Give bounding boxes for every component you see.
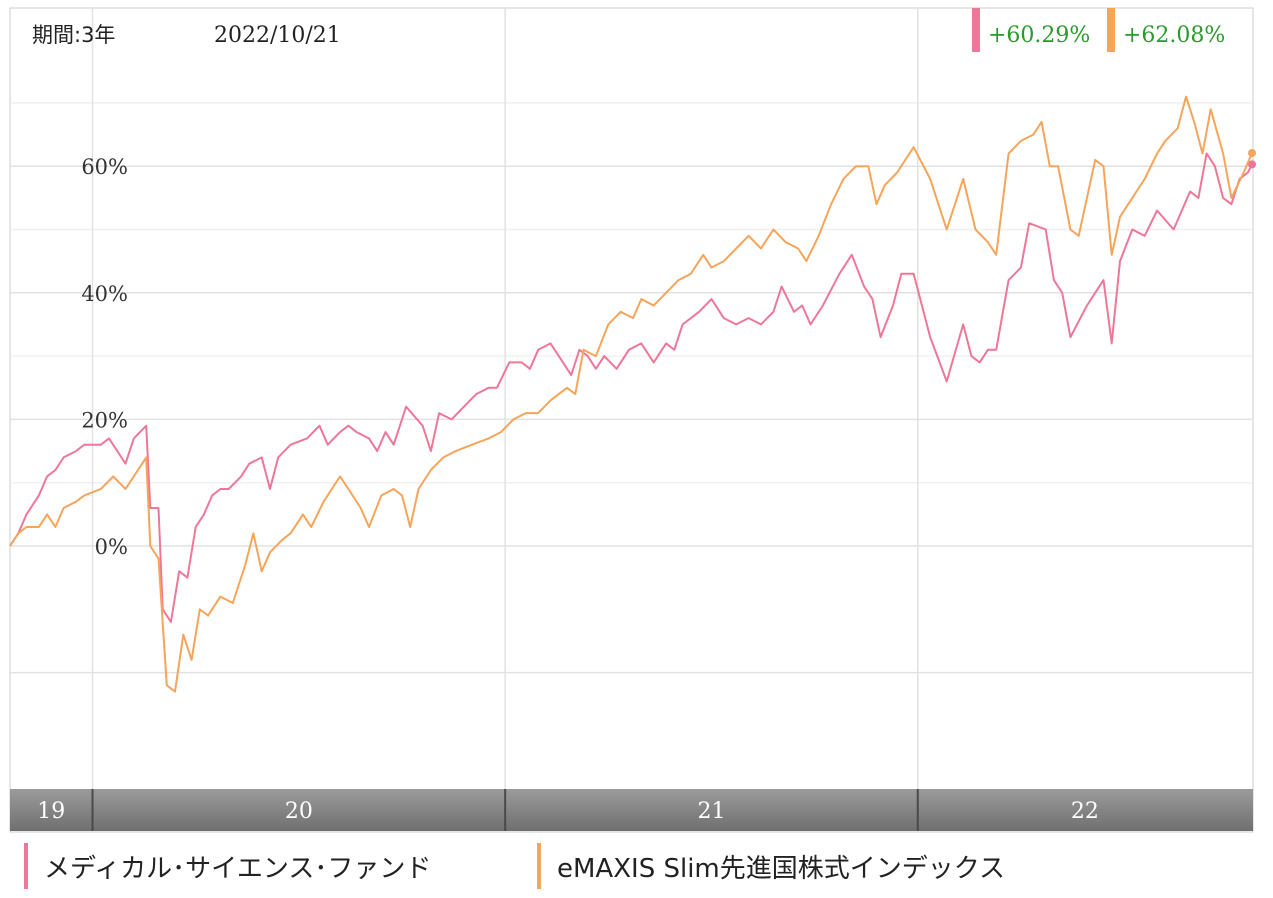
y-axis: 0% 20% 40% 60% xyxy=(81,155,128,559)
end-label-swatch xyxy=(972,8,980,52)
end-value-label: +62.08% xyxy=(1123,23,1225,48)
end-value-label: +60.29% xyxy=(988,23,1090,48)
series-end-point-0 xyxy=(1248,160,1256,169)
legend-label: eMAXIS Slim先進国株式インデックス xyxy=(557,853,1005,884)
end-label-swatch xyxy=(1107,8,1115,52)
y-tick-label: 0% xyxy=(95,535,128,559)
y-tick-label: 40% xyxy=(81,282,128,306)
x-axis-band-bg xyxy=(10,789,1253,831)
y-tick-label: 60% xyxy=(81,155,128,179)
series-line-1 xyxy=(9,95,1253,693)
line-chart: 0% 20% 40% 60% 19 20 21 22 期間:3年 2022/10/21 +6… xyxy=(9,7,1256,833)
end-value-labels: +60.29% +62.08% xyxy=(972,8,1225,52)
x-year-label: 19 xyxy=(37,799,65,824)
series-line-0 xyxy=(9,152,1253,623)
legend-item-medical-science: メディカル･サイエンス･ファンド xyxy=(24,842,431,890)
x-year-label: 20 xyxy=(285,799,313,824)
date-label: 2022/10/21 xyxy=(214,23,341,48)
x-axis-band: 19 20 21 22 xyxy=(10,789,1253,831)
legend-label: メディカル･サイエンス･ファンド xyxy=(44,853,432,884)
y-tick-label: 20% xyxy=(81,408,128,432)
legend-item-emaxis-slim: eMAXIS Slim先進国株式インデックス xyxy=(537,842,1005,890)
x-year-label: 21 xyxy=(697,799,725,824)
legend-swatch xyxy=(24,843,28,889)
series-lines xyxy=(9,95,1256,693)
x-year-label: 22 xyxy=(1071,799,1099,824)
legend-swatch xyxy=(537,843,541,889)
period-label: 期間:3年 xyxy=(32,23,115,47)
series-end-point-1 xyxy=(1248,149,1256,158)
